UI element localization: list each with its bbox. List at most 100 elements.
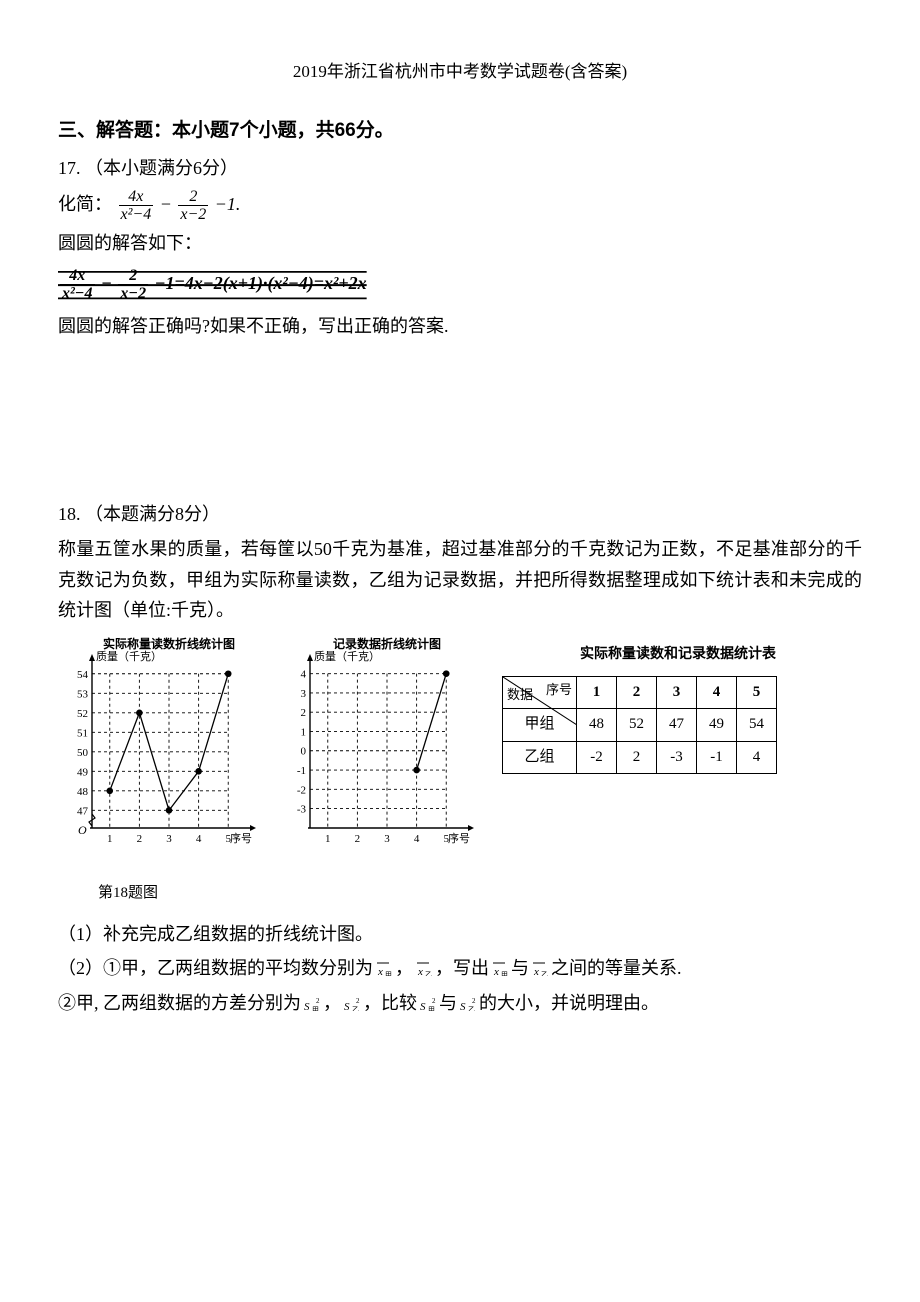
t: 甲, 乙两组数据的方差分别为 bbox=[76, 993, 301, 1013]
cell: 2 bbox=[617, 741, 657, 774]
expr-tail: −1=4x−2(x+1)·(x²−4)=x²+2x bbox=[155, 273, 367, 293]
circled-1: ① bbox=[103, 958, 121, 978]
svg-text:3: 3 bbox=[301, 688, 307, 700]
svg-text:质量（千克）: 质量（千克） bbox=[314, 650, 380, 663]
svg-text:2: 2 bbox=[355, 833, 361, 845]
chart2: 记录数据折线统计图质量（千克）-3-2-10123412345序号 bbox=[276, 636, 476, 876]
frac-num: 4x bbox=[119, 188, 154, 207]
svg-text:1: 1 bbox=[325, 833, 331, 845]
minus: − bbox=[101, 273, 112, 293]
svg-text:S: S bbox=[344, 1001, 350, 1011]
s2-jia-icon: S甲2 bbox=[301, 995, 323, 1011]
svg-text:序号: 序号 bbox=[448, 831, 470, 845]
row-head: 乙组 bbox=[503, 741, 577, 774]
svg-text:1: 1 bbox=[107, 833, 113, 845]
svg-text:x: x bbox=[417, 966, 423, 976]
svg-text:3: 3 bbox=[166, 833, 172, 845]
svg-text:2: 2 bbox=[432, 997, 436, 1005]
cell: 54 bbox=[737, 709, 777, 742]
svg-text:甲: 甲 bbox=[385, 971, 392, 976]
xbar-jia-icon: x甲 bbox=[373, 960, 395, 976]
svg-text:S: S bbox=[420, 1001, 426, 1011]
cell: 49 bbox=[697, 709, 737, 742]
svg-text:-2: -2 bbox=[297, 784, 306, 796]
minus: − bbox=[160, 194, 172, 214]
q17-struck-work: 4xx²−4 − 2x−2 −1=4x−2(x+1)·(x²−4)=x²+2x bbox=[58, 263, 862, 307]
table-block: 实际称量读数和记录数据统计表 序号 数据 1 2 3 4 5 甲组 48 bbox=[494, 636, 862, 774]
svg-text:4: 4 bbox=[414, 833, 420, 845]
svg-text:乙: 乙 bbox=[468, 1006, 475, 1011]
frac-den: x²−4 bbox=[60, 285, 95, 303]
q17-line2: 圆圆的解答正确吗?如果不正确，写出正确的答案. bbox=[58, 311, 862, 342]
svg-text:O: O bbox=[78, 823, 87, 837]
col-head: 5 bbox=[737, 676, 777, 709]
cell: 48 bbox=[577, 709, 617, 742]
s2-yi-icon: S乙2 bbox=[341, 995, 363, 1011]
q17-simplify: 化简： 4xx²−4 − 2x−2 −1. bbox=[58, 188, 862, 224]
cell: 4 bbox=[737, 741, 777, 774]
t: ，写出 bbox=[435, 958, 489, 978]
q18-sub1: （1）补充完成乙组数据的折线统计图。 bbox=[58, 919, 862, 950]
corner-top: 序号 bbox=[546, 679, 572, 701]
q18-sub2-2: ②甲, 乙两组数据的方差分别为S甲2，S乙2，比较S甲2与S乙2的大小，并说明理… bbox=[58, 988, 862, 1019]
q17-number: 17. （本小题满分6分） bbox=[58, 153, 862, 184]
q17-line1: 圆圆的解答如下： bbox=[58, 228, 862, 259]
charts-row: 实际称量读数折线统计图质量（千克）474849505152535412345序号… bbox=[58, 636, 862, 876]
svg-text:48: 48 bbox=[77, 786, 89, 798]
svg-text:-1: -1 bbox=[297, 765, 306, 777]
xbar-yi-icon: x乙 bbox=[413, 960, 435, 976]
svg-text:2: 2 bbox=[356, 997, 360, 1005]
col-head: 2 bbox=[617, 676, 657, 709]
xbar-yi-icon: x乙 bbox=[529, 960, 551, 976]
chart1: 实际称量读数折线统计图质量（千克）474849505152535412345序号… bbox=[58, 636, 258, 876]
q17-expression: 4xx²−4 − 2x−2 −1. bbox=[117, 188, 241, 224]
cell: 47 bbox=[657, 709, 697, 742]
svg-text:甲: 甲 bbox=[312, 1006, 319, 1011]
svg-text:记录数据折线统计图: 记录数据折线统计图 bbox=[333, 636, 441, 651]
q18-number: 18. （本题满分8分） bbox=[58, 499, 862, 530]
table-corner: 序号 数据 bbox=[503, 676, 577, 709]
svg-text:2: 2 bbox=[301, 707, 307, 719]
svg-text:53: 53 bbox=[77, 688, 89, 700]
svg-text:47: 47 bbox=[77, 805, 89, 817]
svg-text:2: 2 bbox=[137, 833, 143, 845]
svg-text:x: x bbox=[493, 966, 499, 976]
svg-text:S: S bbox=[460, 1001, 466, 1011]
svg-text:甲: 甲 bbox=[501, 971, 508, 976]
simplify-label: 化简： bbox=[58, 194, 112, 214]
t: 的大小，并说明理由。 bbox=[479, 993, 659, 1013]
t: 与 bbox=[439, 993, 457, 1013]
svg-text:乙: 乙 bbox=[352, 1006, 359, 1011]
section-title: 三、解答题：本小题7个小题，共66分。 bbox=[58, 115, 862, 147]
chart2-svg: 记录数据折线统计图质量（千克）-3-2-10123412345序号 bbox=[276, 636, 476, 866]
svg-text:4: 4 bbox=[196, 833, 202, 845]
t: ， bbox=[323, 993, 341, 1013]
frac-den: x²−4 bbox=[119, 206, 154, 224]
frac-num: 4x bbox=[60, 267, 95, 286]
t: 之间的等量关系. bbox=[551, 958, 682, 978]
svg-text:2: 2 bbox=[316, 997, 320, 1005]
xbar-jia-icon: x甲 bbox=[489, 960, 511, 976]
figure-caption: 第18题图 bbox=[98, 881, 862, 907]
svg-text:3: 3 bbox=[384, 833, 390, 845]
svg-text:序号: 序号 bbox=[230, 831, 252, 845]
corner-bottom: 数据 bbox=[507, 684, 533, 706]
svg-text:2: 2 bbox=[472, 997, 476, 1005]
cell: 52 bbox=[617, 709, 657, 742]
svg-text:51: 51 bbox=[77, 727, 88, 739]
frac-num: 2 bbox=[118, 267, 148, 286]
svg-text:实际称量读数折线统计图: 实际称量读数折线统计图 bbox=[103, 636, 235, 651]
circled-2: ② bbox=[58, 993, 76, 1013]
svg-text:4: 4 bbox=[301, 668, 307, 680]
svg-text:乙: 乙 bbox=[541, 971, 548, 976]
q18-body: 称量五筐水果的质量，若每筐以50千克为基准，超过基准部分的千克数记为正数，不足基… bbox=[58, 534, 862, 626]
cell: -2 bbox=[577, 741, 617, 774]
col-head: 3 bbox=[657, 676, 697, 709]
svg-text:质量（千克）: 质量（千克） bbox=[96, 650, 162, 663]
svg-text:49: 49 bbox=[77, 766, 89, 778]
svg-text:x: x bbox=[377, 966, 383, 976]
frac-den: x−2 bbox=[178, 206, 208, 224]
data-table: 序号 数据 1 2 3 4 5 甲组 48 52 47 49 54 bbox=[502, 676, 777, 775]
sub2-pre: （2） bbox=[58, 958, 103, 978]
svg-text:54: 54 bbox=[77, 668, 89, 680]
